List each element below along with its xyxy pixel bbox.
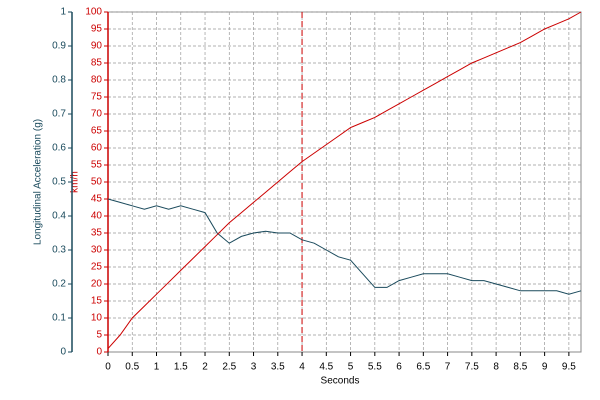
y-tick-label: 0.9 <box>52 41 66 52</box>
y2-tick-label: 45 <box>91 194 103 205</box>
y-tick-label: 0.7 <box>52 109 66 120</box>
x-tick-label: 1.5 <box>174 362 188 373</box>
y-tick-label: 0.5 <box>52 177 66 188</box>
x-tick-label: 6 <box>396 362 402 373</box>
y-tick-label: 0.2 <box>52 279 66 290</box>
y2-tick-label: 65 <box>91 126 103 137</box>
y2-tick-label: 55 <box>91 160 103 171</box>
x-tick-label: 1 <box>154 362 160 373</box>
y2-tick-label: 40 <box>91 211 103 222</box>
x-tick-label: 0 <box>105 362 111 373</box>
y2-tick-label: 85 <box>91 58 103 69</box>
y2-tick-label: 5 <box>96 330 102 341</box>
y-tick-label: 0.4 <box>52 211 66 222</box>
data-line <box>107 198 582 295</box>
y-tick-label: 0.6 <box>52 143 66 154</box>
y2-tick-label: 100 <box>85 7 102 18</box>
x-axis-label: Seconds <box>321 376 360 387</box>
y-tick-label: 1 <box>60 7 66 18</box>
x-tick-label: 2 <box>202 362 208 373</box>
x-tick-label: 8 <box>493 362 499 373</box>
y-tick-label: 0.3 <box>52 245 66 256</box>
y2-tick-label: 35 <box>91 228 103 239</box>
x-tick-label: 9.5 <box>562 362 576 373</box>
y2-tick-label: 15 <box>91 296 103 307</box>
y-tick-label: 0.1 <box>52 313 66 324</box>
y2-tick-label: 30 <box>91 245 103 256</box>
y-axis-label: Longitudinal Acceleration (g) <box>33 119 44 245</box>
y2-tick-label: 25 <box>91 262 103 273</box>
x-tick-label: 8.5 <box>513 362 527 373</box>
x-tick-label: 6.5 <box>416 362 430 373</box>
y2-tick-label: 60 <box>91 143 103 154</box>
y2-tick-label: 20 <box>91 279 103 290</box>
x-tick-label: 7 <box>445 362 451 373</box>
x-tick-label: 4 <box>299 362 305 373</box>
y2-tick-label: 80 <box>91 75 103 86</box>
x-tick-label: 3.5 <box>271 362 285 373</box>
y-tick-label: 0 <box>60 347 66 358</box>
x-tick-label: 3 <box>251 362 257 373</box>
x-tick-label: 5.5 <box>368 362 382 373</box>
y2-axis-label: km/h <box>70 171 81 193</box>
x-tick-label: 0.5 <box>125 362 139 373</box>
x-tick-label: 9 <box>542 362 548 373</box>
y2-tick-label: 50 <box>91 177 103 188</box>
y2-tick-label: 70 <box>91 109 103 120</box>
y2-tick-label: 95 <box>91 24 103 35</box>
x-tick-label: 2.5 <box>222 362 236 373</box>
y2-tick-label: 0 <box>96 347 102 358</box>
y2-tick-label: 10 <box>91 313 103 324</box>
x-tick-label: 7.5 <box>465 362 479 373</box>
x-tick-label: 4.5 <box>319 362 333 373</box>
x-tick-label: 5 <box>348 362 354 373</box>
data-line <box>107 11 582 349</box>
y2-tick-label: 90 <box>91 41 103 52</box>
y-tick-label: 0.8 <box>52 75 66 86</box>
y2-tick-label: 75 <box>91 92 103 103</box>
